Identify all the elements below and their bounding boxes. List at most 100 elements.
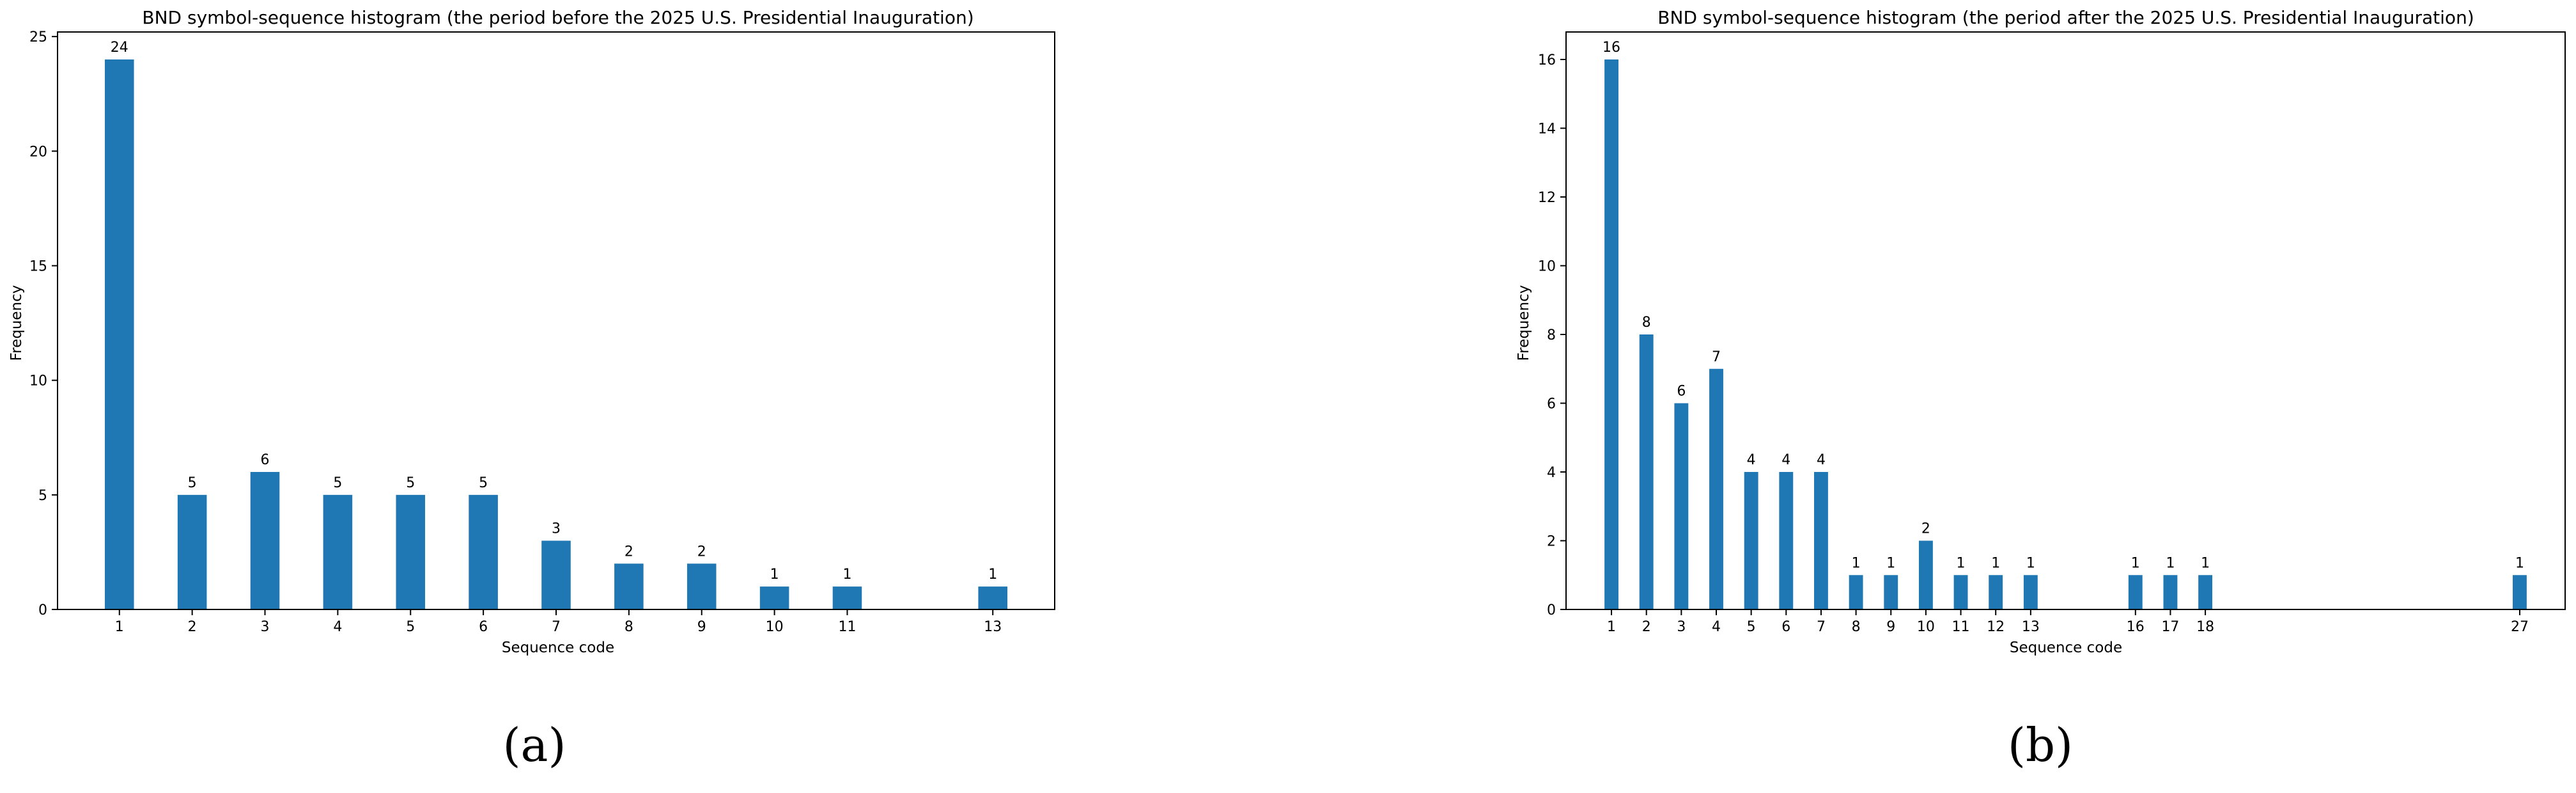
x-tick-label: 8	[1852, 619, 1861, 635]
y-tick-label: 8	[1547, 327, 1556, 343]
x-tick-label: 3	[261, 619, 270, 635]
bar-value-label: 8	[1642, 315, 1651, 331]
bar-value-label: 5	[333, 475, 342, 491]
y-tick-label: 14	[1538, 122, 1556, 137]
x-tick-label: 10	[1917, 619, 1935, 635]
bar	[1814, 472, 1828, 609]
bar	[177, 494, 207, 609]
y-axis-label: Frequency	[8, 285, 25, 361]
bar-value-label: 6	[261, 452, 270, 468]
bar-value-label: 2	[1921, 521, 1930, 537]
y-tick-label: 25	[29, 29, 47, 45]
y-tick-label: 6	[1547, 396, 1556, 412]
bar-value-label: 1	[1957, 555, 1966, 571]
x-tick-label: 9	[697, 619, 706, 635]
x-tick-label: 18	[2196, 619, 2214, 635]
y-tick-label: 10	[29, 373, 47, 389]
x-tick-label: 27	[2511, 619, 2529, 635]
x-tick-label: 4	[333, 619, 342, 635]
bar	[1604, 59, 1618, 609]
bar	[1639, 334, 1654, 609]
bar	[832, 586, 862, 609]
bar-value-label: 1	[1991, 555, 2000, 571]
bar	[1674, 403, 1689, 609]
bar	[1953, 575, 1968, 609]
bar-value-label: 1	[842, 567, 851, 583]
bar	[2513, 575, 2527, 609]
bar	[978, 586, 1007, 609]
bar	[323, 494, 353, 609]
x-tick-label: 1	[1607, 619, 1616, 635]
x-tick-label: 6	[1781, 619, 1790, 635]
y-tick-label: 10	[1538, 259, 1556, 275]
bar	[2163, 575, 2178, 609]
bar-value-label: 1	[2026, 555, 2035, 571]
x-tick-label: 5	[1747, 619, 1756, 635]
panel-caption: (a)	[502, 718, 566, 772]
bar-value-label: 1	[1852, 555, 1861, 571]
bar	[2128, 575, 2143, 609]
bar	[469, 494, 498, 609]
x-tick-label: 7	[1817, 619, 1826, 635]
x-tick-label: 1	[115, 619, 124, 635]
bar	[1884, 575, 1898, 609]
x-axis-label: Sequence code	[2010, 640, 2122, 656]
x-tick-label: 5	[406, 619, 415, 635]
y-tick-label: 2	[1547, 534, 1556, 550]
bar	[1849, 575, 1863, 609]
y-tick-label: 12	[1538, 190, 1556, 206]
y-tick-label: 0	[1547, 602, 1556, 618]
x-tick-label: 7	[552, 619, 561, 635]
bar	[541, 540, 571, 609]
chart-panel-b: BND symbol-sequence histogram (the perio…	[1516, 7, 2566, 772]
x-axis-label: Sequence code	[502, 640, 614, 656]
bar-value-label: 2	[625, 544, 633, 560]
bar-value-label: 1	[2131, 555, 2140, 571]
x-tick-label: 11	[838, 619, 856, 635]
y-tick-label: 20	[29, 144, 47, 160]
bar	[1989, 575, 2003, 609]
plot-area-frame	[1565, 31, 2566, 610]
bar-value-label: 2	[697, 544, 706, 560]
x-tick-label: 17	[2161, 619, 2179, 635]
y-tick-label: 4	[1547, 465, 1556, 481]
x-tick-label: 10	[766, 619, 784, 635]
x-tick-label: 4	[1712, 619, 1721, 635]
y-tick-label: 15	[29, 259, 47, 275]
bar	[1744, 472, 1758, 609]
x-tick-label: 9	[1886, 619, 1895, 635]
bar-value-label: 1	[2515, 555, 2524, 571]
bar	[687, 563, 717, 609]
bar-value-label: 6	[1677, 384, 1686, 400]
bar-value-label: 16	[1602, 40, 1620, 56]
bar-value-label: 1	[770, 567, 779, 583]
bar	[105, 59, 134, 609]
bar-value-label: 3	[552, 521, 561, 537]
x-tick-label: 3	[1677, 619, 1686, 635]
bar-value-label: 4	[1747, 452, 1756, 468]
y-tick-label: 5	[38, 488, 47, 504]
x-tick-label: 12	[1987, 619, 2005, 635]
x-tick-label: 13	[2022, 619, 2040, 635]
panel-caption: (b)	[2008, 718, 2073, 772]
y-axis-label: Frequency	[1516, 285, 1532, 361]
bar	[2198, 575, 2213, 609]
bar	[614, 563, 644, 609]
bar-value-label: 5	[406, 475, 415, 491]
x-tick-label: 2	[1642, 619, 1651, 635]
chart-panel-a: BND symbol-sequence histogram (the perio…	[8, 7, 1055, 772]
x-tick-label: 6	[479, 619, 488, 635]
bar-value-label: 4	[1817, 452, 1826, 468]
x-tick-label: 11	[1952, 619, 1970, 635]
bar-value-label: 5	[188, 475, 197, 491]
chart-title: BND symbol-sequence histogram (the perio…	[1657, 7, 2474, 28]
bar-value-label: 1	[1886, 555, 1895, 571]
bar-value-label: 5	[479, 475, 488, 491]
bar-value-label: 1	[2201, 555, 2210, 571]
x-tick-label: 2	[188, 619, 197, 635]
bar	[1779, 472, 1794, 609]
y-tick-label: 0	[38, 602, 47, 618]
bar	[759, 586, 789, 609]
bar-value-label: 1	[2166, 555, 2175, 571]
